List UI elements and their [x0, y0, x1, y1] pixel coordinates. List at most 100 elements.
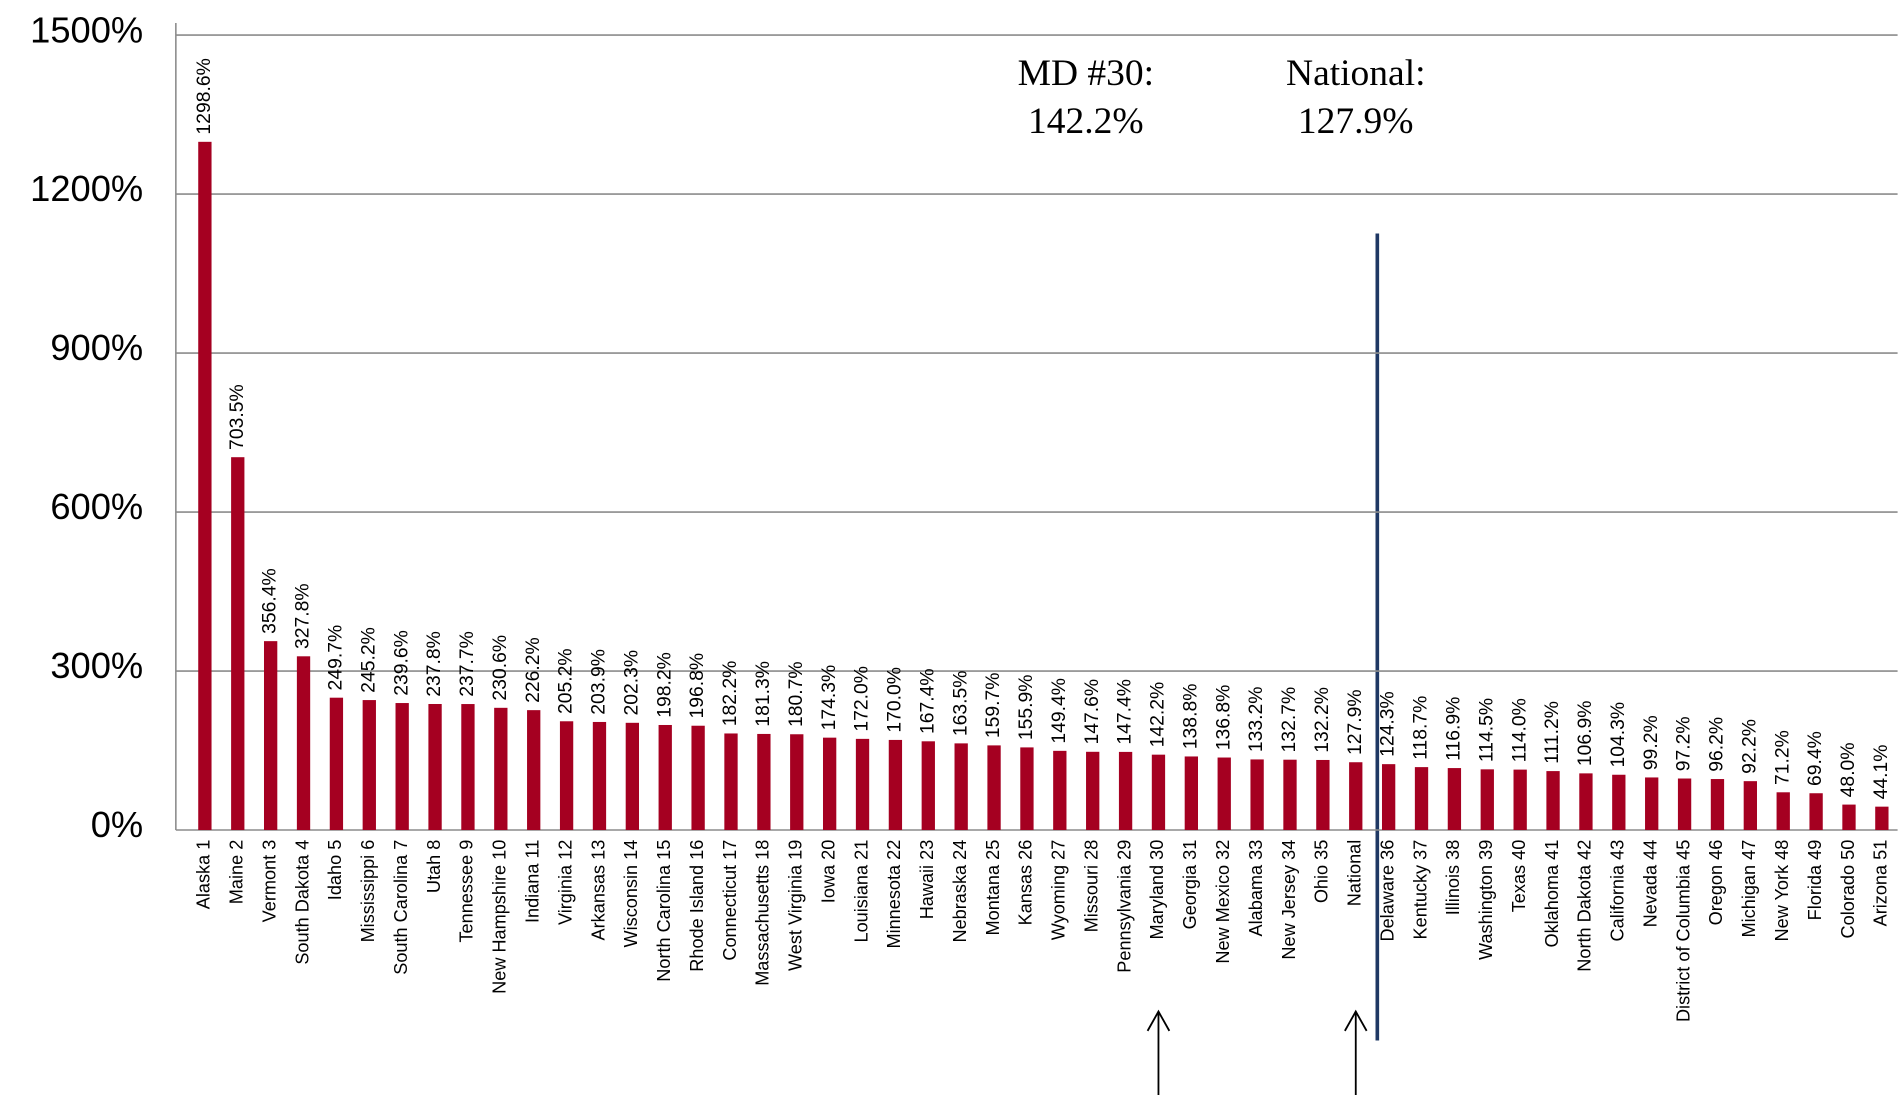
bar	[1480, 769, 1494, 831]
value-label: 163.5%	[949, 671, 971, 737]
annotation: 127.9%	[1298, 101, 1414, 142]
bar	[790, 734, 804, 831]
value-label: 114.5%	[1475, 698, 1497, 762]
x-tick-label: Alabama 33	[1246, 840, 1266, 937]
y-tick-label: 300%	[50, 645, 143, 686]
bar	[1743, 781, 1757, 831]
bar	[1677, 778, 1692, 831]
value-label: 182.2%	[719, 661, 741, 727]
value-label: 245.2%	[357, 627, 379, 693]
value-label: 106.9%	[1574, 701, 1596, 767]
bar	[954, 743, 968, 831]
x-tick-label: Mississippi 6	[358, 840, 378, 943]
value-label: 69.4%	[1804, 731, 1826, 786]
x-tick-label: Michigan 47	[1739, 840, 1759, 938]
bar	[1414, 767, 1429, 831]
value-label: 118.7%	[1410, 696, 1432, 760]
bar	[1118, 751, 1133, 831]
x-tick-label: Delaware 36	[1377, 840, 1397, 942]
bar	[527, 710, 541, 831]
value-label: 167.4%	[916, 668, 938, 734]
bar	[329, 697, 344, 831]
annotation: 142.2%	[1028, 101, 1144, 142]
bar	[1250, 759, 1264, 831]
x-tick-label: North Carolina 15	[654, 840, 674, 982]
y-tick-label: 1500%	[30, 9, 143, 50]
bar	[724, 733, 738, 831]
bar	[1809, 793, 1823, 831]
arrow-head	[1146, 1009, 1171, 1032]
bar	[592, 721, 607, 831]
x-tick-label: New Hampshire 10	[490, 840, 510, 994]
bar	[1513, 769, 1527, 831]
value-label: 132.7%	[1278, 687, 1300, 753]
value-label: 1298.6%	[193, 58, 215, 134]
bar	[1710, 779, 1725, 831]
bar	[921, 741, 935, 831]
x-tick-label: Louisiana 21	[851, 840, 871, 943]
x-tick-label: Missouri 28	[1081, 840, 1101, 933]
bar	[296, 656, 311, 831]
bar	[1579, 773, 1593, 831]
value-label: 149.4%	[1048, 678, 1070, 744]
value-label: 181.3%	[752, 661, 774, 727]
bar	[757, 733, 771, 831]
x-tick-label: Georgia 31	[1180, 840, 1200, 930]
bar	[1053, 750, 1067, 831]
bar	[1316, 759, 1330, 831]
value-label: 356.4%	[259, 568, 281, 634]
value-label: 132.2%	[1311, 687, 1333, 753]
value-label: 116.9%	[1443, 697, 1465, 761]
x-tick-label: Vermont 3	[259, 840, 279, 923]
bar	[1184, 756, 1198, 831]
value-label: 703.5%	[226, 384, 248, 450]
x-tick-label: Arkansas 13	[588, 840, 608, 941]
x-tick-label: Wisconsin 14	[621, 840, 641, 948]
x-tick-label: Nevada 44	[1640, 840, 1660, 928]
x-tick-label: Oklahoma 41	[1542, 840, 1562, 948]
x-tick-label: Florida 49	[1805, 840, 1825, 921]
value-label: 237.7%	[456, 631, 478, 697]
x-tick-label: District of Columbia 45	[1673, 840, 1693, 1022]
value-label: 202.3%	[620, 650, 642, 716]
x-tick-label: National	[1345, 840, 1365, 907]
value-label: 230.6%	[489, 635, 511, 701]
x-tick-label: Illinois 38	[1443, 840, 1463, 916]
x-tick-label: Massachusetts 18	[753, 840, 773, 986]
value-label: 155.9%	[1015, 675, 1037, 741]
value-label: 44.1%	[1870, 745, 1892, 800]
x-tick-label: Indiana 11	[523, 840, 543, 923]
value-label: 180.7%	[785, 661, 807, 727]
bar	[1875, 806, 1889, 831]
bar	[1020, 747, 1034, 831]
x-tick-label: Tennessee 9	[457, 840, 477, 943]
y-tick-label: 600%	[50, 486, 143, 527]
bar	[428, 703, 442, 831]
bar	[691, 725, 705, 831]
bar	[559, 721, 574, 831]
bar	[362, 700, 376, 831]
bar	[1086, 751, 1100, 831]
value-label: 136.8%	[1212, 685, 1234, 751]
value-label: 249.7%	[325, 625, 347, 691]
x-tick-label: Utah 8	[424, 840, 444, 893]
value-label: 172.0%	[851, 666, 873, 732]
bar	[1447, 768, 1462, 831]
x-tick-label: Ohio 35	[1312, 840, 1332, 903]
value-label: 237.8%	[423, 631, 445, 697]
x-tick-label: South Dakota 4	[292, 840, 312, 965]
x-tick-label: New Jersey 34	[1279, 840, 1299, 960]
value-label: 203.9%	[588, 649, 610, 715]
x-tick-label: Connecticut 17	[720, 840, 740, 961]
annotation: National:	[1286, 53, 1426, 94]
value-label: 205.2%	[555, 648, 577, 714]
x-tick-label: Texas 40	[1509, 840, 1529, 913]
x-tick-label: Iowa 20	[818, 840, 838, 903]
value-label: 104.3%	[1607, 702, 1629, 768]
y-tick-label: 0%	[91, 804, 143, 845]
x-tick-label: Alaska 1	[194, 840, 214, 910]
x-tick-label: Hawaii 23	[917, 840, 937, 920]
value-label: 127.9%	[1344, 689, 1366, 755]
bar	[1842, 804, 1856, 831]
